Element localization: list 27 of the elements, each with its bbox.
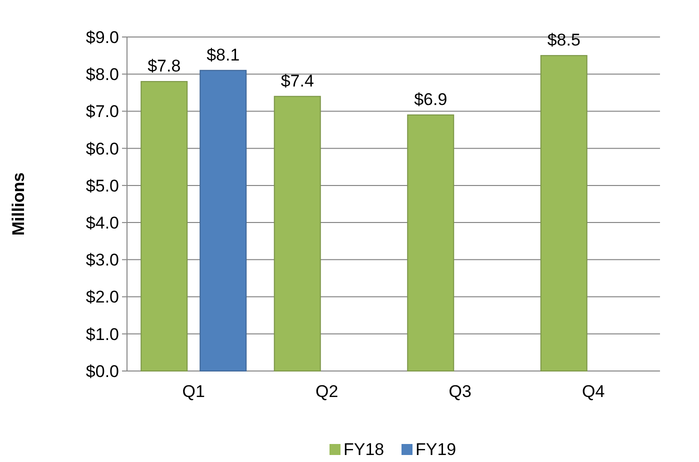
bar: [407, 114, 454, 372]
data-label: $7.4: [280, 71, 314, 90]
y-tick-label: $9.0: [86, 28, 119, 47]
data-label: $8.5: [547, 30, 580, 50]
data-label: $6.9: [414, 90, 448, 109]
y-tick-label: $6.0: [86, 139, 119, 158]
y-tick-label: $8.0: [86, 65, 119, 84]
y-tick-label: $2.0: [86, 288, 119, 307]
x-tick-label: Q2: [316, 382, 338, 401]
data-label: $8.1: [206, 45, 240, 64]
x-tick-label: Q4: [582, 382, 605, 401]
y-tick-label: $3.0: [86, 250, 119, 270]
y-tick-label: $0.0: [86, 362, 119, 381]
x-tick-label: Q3: [448, 382, 472, 401]
legend-label: FY19: [416, 440, 456, 459]
y-tick-label: $1.0: [86, 324, 119, 344]
legend-label: FY18: [344, 440, 384, 459]
bar: [200, 70, 247, 372]
y-tick-label: $4.0: [86, 214, 119, 233]
data-label: $7.8: [148, 56, 181, 76]
y-axis-title: Millions: [9, 172, 28, 236]
y-tick-label: $5.0: [86, 176, 119, 196]
x-tick-label: Q1: [182, 382, 205, 401]
bar: [540, 55, 588, 372]
bar: [274, 96, 321, 372]
y-tick-label: $7.0: [86, 102, 119, 122]
bar: [140, 81, 188, 372]
